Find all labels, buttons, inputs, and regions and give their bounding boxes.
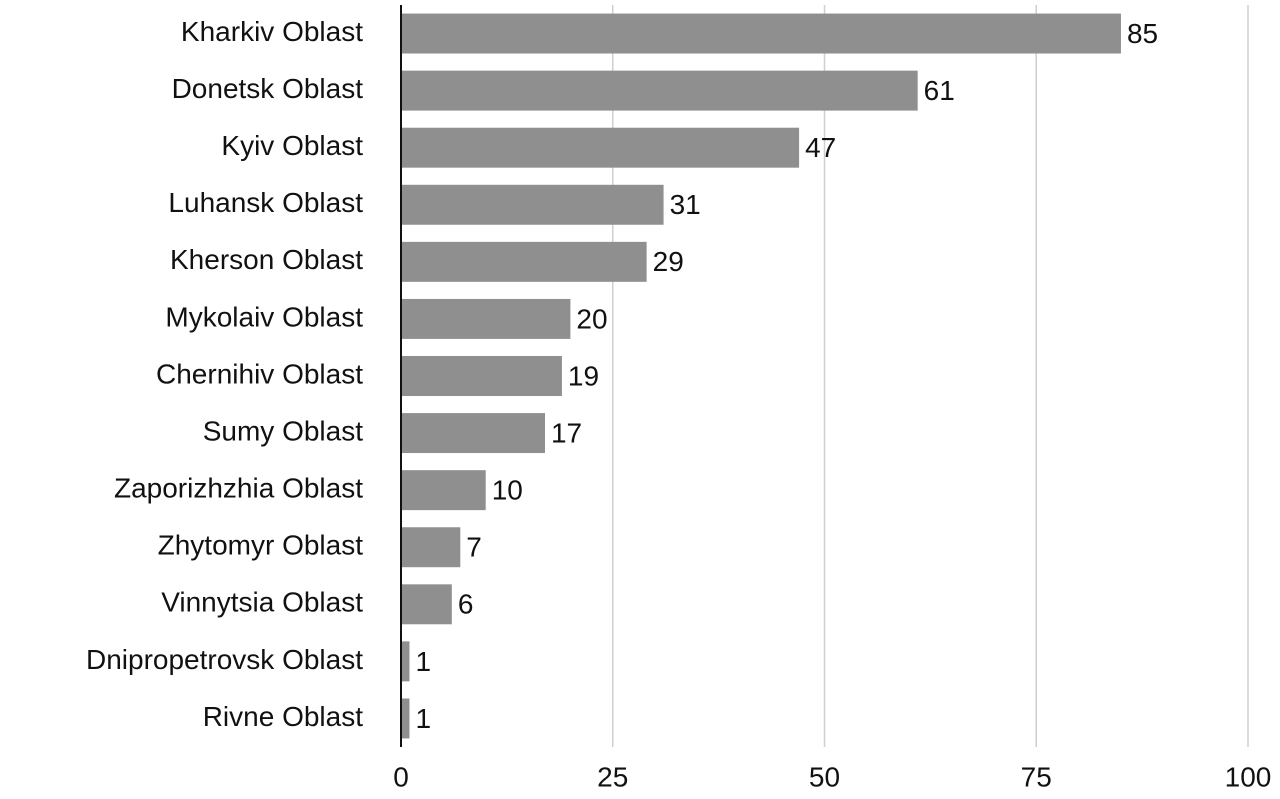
y-tick-label: Luhansk Oblast — [168, 187, 363, 218]
value-label: 1 — [415, 703, 431, 734]
value-label: 1 — [415, 646, 431, 677]
value-label: 61 — [924, 75, 955, 106]
y-tick-label: Zhytomyr Oblast — [158, 530, 364, 561]
bar — [401, 470, 486, 511]
y-tick-label: Mykolaiv Oblast — [165, 301, 363, 332]
y-tick-label: Vinnytsia Oblast — [161, 587, 363, 618]
y-tick-label: Chernihiv Oblast — [156, 358, 363, 389]
y-tick-label: Kyiv Oblast — [221, 130, 363, 161]
value-label: 29 — [653, 246, 684, 277]
value-label: 17 — [551, 417, 582, 448]
bar — [401, 241, 647, 282]
x-tick-label: 50 — [809, 761, 840, 792]
value-label: 85 — [1127, 18, 1158, 49]
value-label: 6 — [458, 589, 474, 620]
x-tick-label: 0 — [393, 761, 409, 792]
bar — [401, 298, 571, 339]
y-tick-label: Zaporizhzhia Oblast — [114, 473, 363, 504]
value-label: 47 — [805, 132, 836, 163]
value-label: 20 — [576, 303, 607, 334]
value-label: 19 — [568, 360, 599, 391]
bar — [401, 70, 918, 111]
y-tick-label: Kharkiv Oblast — [181, 16, 363, 47]
value-label: 7 — [466, 532, 482, 563]
y-tick-label: Donetsk Oblast — [172, 73, 364, 104]
bar — [401, 127, 800, 168]
y-tick-label: Rivne Oblast — [203, 701, 364, 732]
bar — [401, 527, 461, 568]
y-tick-label: Dnipropetrovsk Oblast — [86, 644, 363, 675]
x-tick-label: 25 — [597, 761, 628, 792]
bar — [401, 13, 1121, 54]
x-tick-label: 75 — [1021, 761, 1052, 792]
y-tick-label: Kherson Oblast — [170, 244, 363, 275]
value-label: 10 — [492, 475, 523, 506]
bar — [401, 184, 664, 225]
x-tick-label: 100 — [1225, 761, 1272, 792]
bar — [401, 698, 410, 739]
value-label: 31 — [670, 189, 701, 220]
bar — [401, 413, 545, 454]
bar — [401, 356, 562, 396]
bar — [401, 584, 452, 625]
bar — [401, 641, 410, 682]
y-tick-label: Sumy Oblast — [203, 415, 363, 446]
